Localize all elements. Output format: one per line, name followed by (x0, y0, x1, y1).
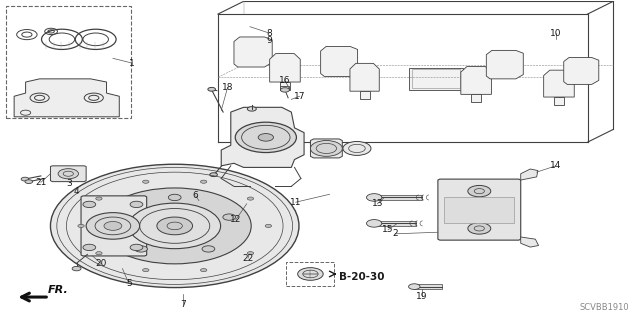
Circle shape (96, 197, 102, 200)
Polygon shape (350, 63, 380, 91)
Text: 13: 13 (372, 199, 383, 208)
Text: 16: 16 (279, 76, 291, 85)
Text: 10: 10 (550, 28, 561, 38)
Circle shape (78, 224, 84, 227)
Polygon shape (310, 139, 342, 158)
Text: 3: 3 (67, 179, 72, 188)
Circle shape (83, 244, 96, 250)
Bar (286, 262, 334, 286)
Bar (280, 82, 290, 90)
Text: SCVBB1910: SCVBB1910 (579, 303, 629, 312)
Bar (412, 69, 460, 88)
Circle shape (367, 219, 382, 227)
Bar (280, 86, 289, 90)
Polygon shape (234, 37, 272, 67)
Text: 22: 22 (243, 254, 253, 263)
Circle shape (265, 224, 271, 227)
Text: B-20-30: B-20-30 (339, 272, 385, 282)
Text: 15: 15 (383, 225, 394, 234)
Text: 4: 4 (73, 187, 79, 196)
Bar (554, 97, 564, 105)
Polygon shape (321, 47, 358, 77)
Text: 9: 9 (266, 36, 272, 45)
Text: 21: 21 (35, 178, 47, 187)
Circle shape (200, 269, 207, 272)
Bar (471, 94, 481, 102)
Circle shape (72, 266, 81, 271)
Circle shape (25, 180, 33, 183)
Circle shape (258, 134, 273, 141)
Circle shape (83, 201, 96, 208)
Circle shape (130, 244, 143, 250)
Circle shape (236, 122, 296, 152)
Circle shape (58, 169, 79, 179)
Circle shape (21, 177, 29, 181)
Polygon shape (543, 70, 574, 97)
Polygon shape (221, 107, 304, 167)
Circle shape (298, 268, 323, 280)
Circle shape (202, 246, 215, 252)
Circle shape (168, 194, 181, 201)
Circle shape (129, 203, 221, 249)
Circle shape (468, 185, 491, 197)
Circle shape (280, 88, 289, 92)
Circle shape (143, 269, 149, 272)
Text: 12: 12 (230, 215, 241, 224)
Text: 2: 2 (392, 229, 398, 238)
Circle shape (157, 217, 193, 235)
Polygon shape (374, 195, 422, 200)
Text: 8: 8 (266, 28, 272, 38)
Polygon shape (14, 79, 119, 117)
Text: 5: 5 (126, 279, 132, 288)
Text: 11: 11 (290, 198, 301, 207)
Text: 1: 1 (129, 59, 135, 68)
Circle shape (143, 180, 149, 183)
Text: 19: 19 (416, 292, 428, 300)
Circle shape (210, 173, 218, 177)
Polygon shape (51, 166, 86, 182)
Circle shape (134, 246, 147, 252)
Polygon shape (414, 285, 442, 289)
Circle shape (104, 221, 122, 230)
Circle shape (114, 214, 127, 220)
Circle shape (468, 223, 491, 234)
Bar (409, 68, 463, 90)
Text: FR.: FR. (47, 285, 68, 294)
Polygon shape (564, 57, 599, 85)
Circle shape (310, 141, 342, 156)
Bar (6, 6, 131, 118)
Text: 6: 6 (193, 191, 198, 200)
Polygon shape (486, 50, 524, 79)
Circle shape (367, 194, 382, 201)
Circle shape (343, 141, 371, 155)
Text: 20: 20 (96, 259, 107, 268)
Circle shape (51, 164, 299, 287)
Circle shape (247, 107, 256, 111)
Circle shape (247, 197, 253, 200)
Circle shape (130, 201, 143, 208)
Text: 7: 7 (180, 300, 186, 309)
Polygon shape (81, 196, 147, 256)
Bar (360, 91, 370, 99)
Circle shape (208, 87, 216, 91)
Polygon shape (374, 220, 415, 226)
Circle shape (86, 213, 140, 239)
Text: 18: 18 (222, 83, 234, 92)
Polygon shape (461, 67, 492, 94)
Bar (444, 197, 515, 223)
Circle shape (408, 284, 420, 289)
Circle shape (247, 252, 253, 255)
Circle shape (223, 214, 236, 220)
Polygon shape (269, 54, 300, 82)
Text: 14: 14 (550, 161, 561, 170)
Polygon shape (438, 179, 521, 240)
Polygon shape (521, 169, 538, 180)
Text: 17: 17 (294, 92, 305, 101)
Circle shape (96, 252, 102, 255)
Polygon shape (521, 237, 539, 247)
Circle shape (99, 188, 251, 264)
Circle shape (200, 180, 207, 183)
